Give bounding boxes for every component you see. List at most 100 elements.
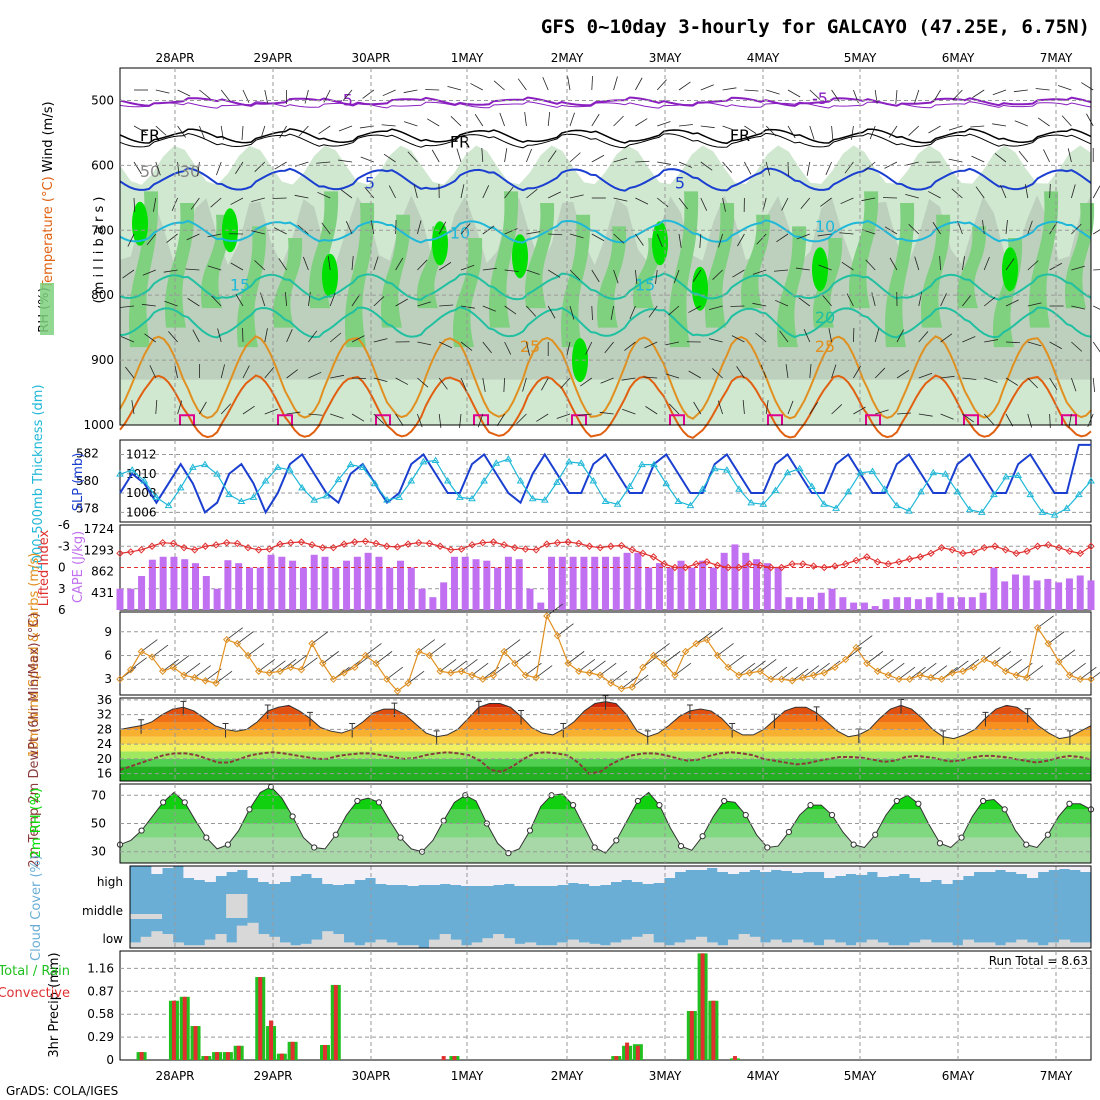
wind-barb (678, 161, 693, 168)
wind-marker (649, 651, 658, 660)
cape-bar (418, 588, 426, 610)
precip-convective-bar (689, 1011, 694, 1060)
thickness-marker (977, 508, 986, 515)
wind-barb (972, 89, 985, 98)
rh-marker (1066, 800, 1073, 807)
precip-convective-bar (193, 1026, 198, 1060)
wind-barb (918, 292, 923, 307)
li-marker (425, 539, 434, 548)
high-cloud-cell (1048, 866, 1060, 870)
precip-tick-label: 0.58 (87, 1007, 114, 1021)
low-cloud-cell (482, 938, 494, 948)
wind-barb (914, 256, 920, 271)
wind-barb (1069, 662, 1086, 676)
wind-barb (1071, 305, 1086, 310)
wind-barb (622, 408, 636, 415)
rh-line (119, 786, 1092, 854)
wind-barb (460, 377, 467, 392)
high-cloud-cell (247, 866, 259, 878)
cape-bar (1033, 580, 1041, 610)
wind-barb (983, 413, 994, 425)
wind-barb (569, 152, 581, 163)
wind-marker (222, 635, 231, 644)
wind-barb (127, 233, 135, 247)
wind-barb (952, 660, 969, 674)
wind-barb (242, 365, 250, 379)
cape-bar (634, 552, 642, 610)
bottom-date-label: 29APR (253, 1069, 292, 1083)
high-cloud-cell (866, 866, 878, 872)
thickness-marker (455, 493, 464, 500)
low-cloud-cell (1069, 942, 1081, 948)
high-cloud-cell (973, 866, 985, 872)
wind-marker (959, 667, 967, 675)
wind-barb (298, 125, 309, 137)
li-marker (457, 545, 466, 553)
wind-barb (417, 259, 428, 271)
wind-barb (895, 89, 898, 104)
wind-marker (308, 639, 316, 648)
li-tick-label: -3 (58, 539, 70, 553)
cape-bar (450, 556, 458, 610)
wind-marker (820, 669, 828, 677)
thickness-marker (953, 487, 962, 495)
wind-barb (364, 187, 375, 199)
top-date-label: 28APR (155, 51, 194, 65)
precip-convective-bar (215, 1052, 220, 1060)
li-marker (468, 541, 476, 549)
temp-tick-label: 32 (97, 708, 112, 722)
li-tick-label: 0 (58, 561, 66, 575)
wind-barb (482, 305, 496, 312)
low-cloud-cell (546, 945, 558, 948)
wind-barb (657, 161, 672, 165)
wind-barb (992, 89, 1007, 96)
wind-barb (874, 367, 886, 379)
cape-bar (1011, 574, 1019, 610)
wind-marker (340, 669, 348, 677)
wind-barb (765, 161, 771, 176)
contour-label: 20 (815, 308, 835, 327)
wind-barb (1071, 377, 1077, 392)
wind-barb (621, 377, 636, 381)
mid-cloud-cell (226, 894, 248, 918)
thickness-marker (431, 456, 440, 463)
wind-barb (781, 666, 798, 680)
wind-barb (1027, 302, 1042, 307)
li-marker (575, 539, 583, 548)
wind-barb (546, 603, 564, 617)
high-cloud-cell (898, 866, 910, 874)
li-marker (222, 539, 231, 547)
wind-barb (174, 364, 178, 379)
wind-barb (190, 197, 200, 210)
li-marker (553, 539, 562, 547)
wind-barb (692, 269, 702, 282)
low-cloud-cell (514, 943, 526, 948)
wind-barb (770, 666, 788, 680)
rh-marker (1001, 806, 1008, 813)
temp-ylabel: 2m Temp 2m DewPt (6hr Min/Max) (°C) (27, 613, 42, 868)
li-marker (233, 539, 242, 548)
pressure-unit-label: ( m i l l i b a r s ) (92, 197, 107, 304)
contour-label: 10 (450, 224, 470, 243)
wind-barb (653, 643, 670, 656)
cape-tick-label: 431 (91, 586, 114, 600)
wind-barb (674, 662, 692, 676)
precip-convective-bar (139, 1052, 144, 1060)
rh-bands (120, 786, 1091, 863)
rh-marker (699, 833, 706, 840)
wind-barb (504, 341, 512, 355)
wind-barb (699, 233, 702, 248)
wind-barb (744, 89, 759, 92)
wind-marker (468, 671, 476, 679)
cape-bar (526, 588, 534, 610)
thickness-marker (528, 494, 537, 502)
wind-barb (700, 125, 715, 129)
wind-barb (308, 413, 323, 416)
wind-barb (351, 413, 365, 422)
wind-barb (1092, 377, 1096, 392)
wind-barb (591, 305, 593, 321)
wind-barb (717, 643, 734, 656)
contour-label: FR (450, 133, 470, 152)
wind-barb (1049, 413, 1051, 429)
